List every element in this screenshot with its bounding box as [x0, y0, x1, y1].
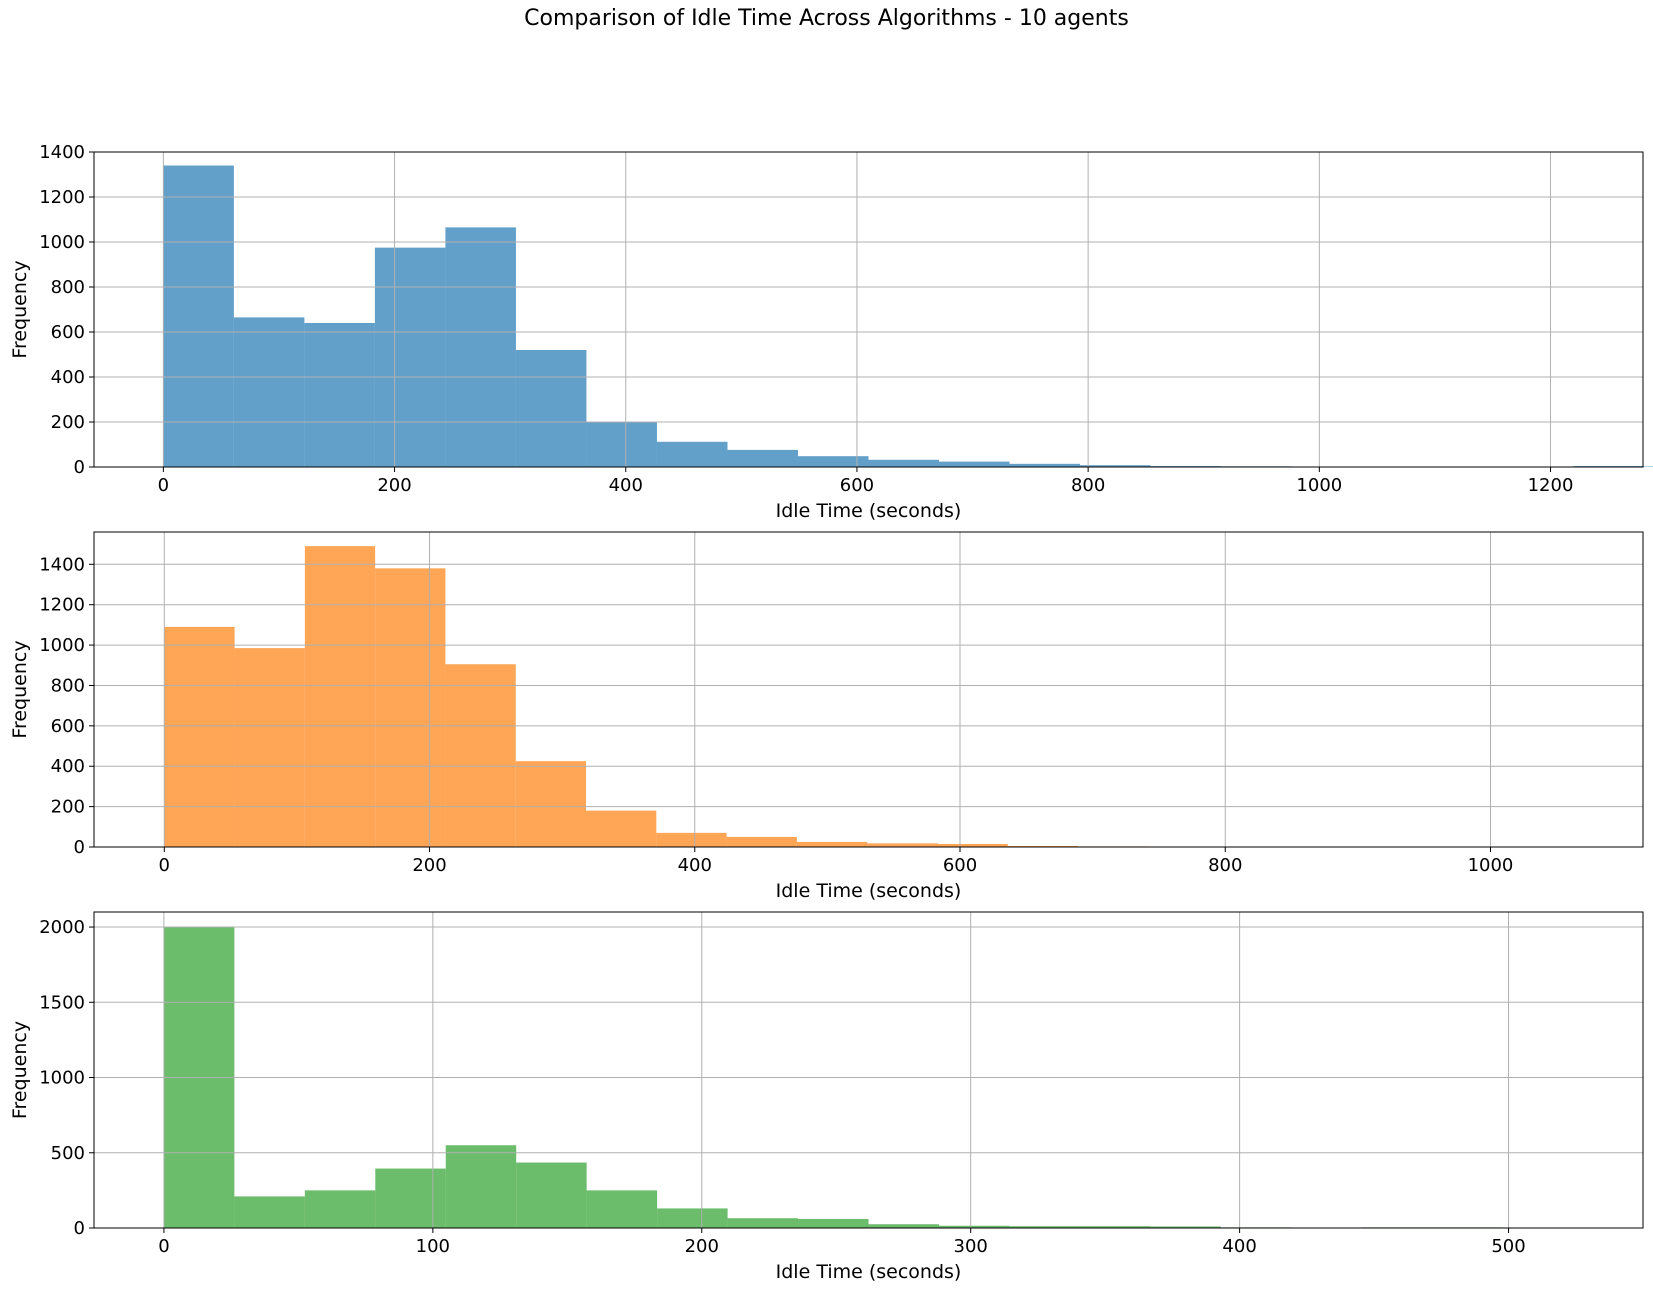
histogram-bar: [445, 1145, 517, 1228]
y-tick-label: 200: [51, 412, 85, 433]
y-tick-label: 1000: [39, 232, 85, 253]
histogram-bar: [234, 1196, 305, 1228]
x-tick-label: 1000: [1468, 855, 1514, 876]
x-tick-label: 0: [158, 475, 169, 496]
x-tick-label: 0: [158, 1236, 169, 1257]
figure-title: Comparison of Idle Time Across Algorithm…: [524, 6, 1129, 31]
histogram-bar: [797, 456, 869, 467]
histogram-bar: [657, 1208, 728, 1228]
histogram-bar: [656, 441, 728, 467]
x-tick-label: 800: [1071, 475, 1105, 496]
histogram-bar: [726, 836, 797, 847]
histogram-bar: [867, 843, 938, 847]
histogram-bar: [163, 165, 234, 467]
histogram-panel-3: 0 100 200 300 400 500 0 500 1000 1500 2000 Idle Tim…: [9, 911, 1644, 1283]
histogram-bar: [656, 832, 727, 847]
histogram-bar: [515, 761, 587, 847]
histogram-bar: [515, 350, 587, 467]
histogram-bar: [304, 1190, 376, 1228]
axes-frame: [93, 151, 1644, 468]
x-tick-label: 300: [954, 1236, 988, 1257]
histogram-bar: [798, 1218, 869, 1228]
x-tick-label: 100: [416, 1236, 450, 1257]
x-tick-label: 400: [678, 855, 712, 876]
x-tick-label: 500: [1491, 1236, 1525, 1257]
y-tick-label: 0: [74, 457, 85, 478]
histogram-bar: [586, 810, 657, 847]
y-tick-label: 500: [51, 1143, 85, 1164]
y-tick-label: 800: [51, 675, 85, 696]
x-tick-label: 200: [377, 475, 411, 496]
histogram-bar: [1080, 465, 1151, 467]
y-tick-label: 200: [51, 797, 85, 818]
y-tick-label: 1200: [39, 595, 85, 616]
x-tick-label: 800: [1208, 855, 1242, 876]
histogram-bar: [937, 843, 1008, 847]
histogram-bar: [1079, 1226, 1151, 1228]
histogram-bar: [727, 1218, 799, 1228]
histogram-bar: [1009, 463, 1081, 467]
y-tick-label: 1000: [39, 1068, 85, 1089]
y-tick-label: 1400: [39, 554, 85, 575]
y-axis-label: Frequency: [9, 640, 31, 738]
histogram-bar: [1007, 845, 1079, 847]
x-axis-label: Idle Time (seconds): [776, 1261, 962, 1283]
histogram-bar: [586, 422, 657, 467]
y-tick-label: 600: [51, 716, 85, 737]
x-tick-label: 200: [412, 855, 446, 876]
y-tick-label: 0: [74, 1218, 85, 1239]
y-tick-label: 400: [51, 367, 85, 388]
y-tick-label: 0: [74, 837, 85, 858]
x-tick-label: 200: [685, 1236, 719, 1257]
histogram-bar: [304, 546, 376, 847]
histogram-bar: [586, 1190, 658, 1228]
histogram-bar: [516, 1162, 587, 1228]
y-tick-label: 400: [51, 756, 85, 777]
histogram-bar: [375, 1168, 446, 1228]
histogram-bar: [374, 247, 446, 467]
y-axis-label: Frequency: [9, 260, 31, 358]
x-tick-label: 1200: [1528, 475, 1574, 496]
histogram-bar: [796, 841, 868, 847]
y-tick-label: 1500: [39, 992, 85, 1013]
x-tick-label: 400: [609, 475, 643, 496]
histogram-bar: [445, 664, 516, 847]
histogram-bar: [938, 1225, 1010, 1228]
y-tick-label: 600: [51, 322, 85, 343]
histogram-bar: [1009, 1226, 1080, 1228]
y-tick-label: 800: [51, 277, 85, 298]
histogram-panel-2: 0 200 400 600 800 1000 0 200 400 600 800 1000 1200 14…: [9, 531, 1644, 902]
y-axis-label: Frequency: [9, 1021, 31, 1119]
histogram-bar: [304, 323, 375, 467]
y-tick-label: 1000: [39, 635, 85, 656]
histogram-bar: [164, 626, 235, 847]
histogram-panel-1: 0 200 400 600 800 1000 1200 0 200 400 600 800 1000 12…: [9, 142, 1653, 522]
axes-frame: [93, 531, 1644, 848]
x-tick-label: 0: [159, 855, 170, 876]
histogram-bar: [1150, 1226, 1221, 1228]
y-tick-label: 2000: [39, 917, 85, 938]
x-tick-label: 400: [1222, 1236, 1256, 1257]
histogram-bar: [445, 227, 516, 467]
histogram-bar: [234, 648, 305, 847]
histogram-bar: [375, 568, 446, 847]
x-tick-label: 600: [840, 475, 874, 496]
axes-frame: [93, 911, 1644, 1229]
x-tick-label: 600: [943, 855, 977, 876]
x-tick-label: 1000: [1296, 475, 1342, 496]
x-axis-label: Idle Time (seconds): [776, 880, 962, 902]
y-tick-label: 1200: [39, 187, 85, 208]
histogram-bar: [233, 317, 305, 467]
x-axis-label: Idle Time (seconds): [776, 500, 962, 522]
histogram-bar: [939, 461, 1010, 467]
histogram-bar: [727, 449, 798, 467]
histogram-bar: [868, 459, 940, 467]
histogram-bar: [868, 1224, 939, 1228]
y-tick-label: 1400: [39, 142, 85, 163]
